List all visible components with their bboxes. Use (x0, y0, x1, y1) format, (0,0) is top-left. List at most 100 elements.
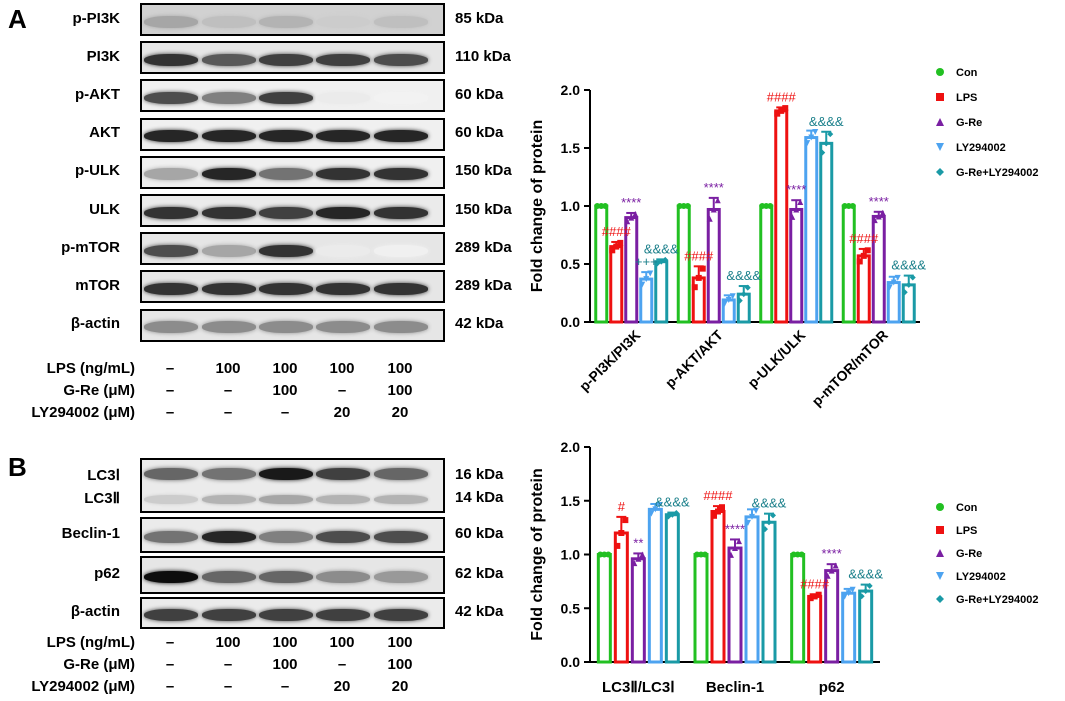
significance-label: **** (786, 182, 806, 197)
blot-image (140, 517, 445, 553)
blot-band (202, 130, 256, 143)
data-point (684, 203, 691, 209)
blot-label: LC3Ⅰ (87, 467, 120, 484)
blot-band (259, 282, 313, 295)
bar-chart-b: 0.0 0.5 1.0 1.5 2.0 Fold change of protein LC3… (529, 439, 1038, 696)
blot-band (144, 244, 198, 257)
treatment-value: 100 (215, 360, 241, 377)
blot-band (144, 571, 198, 583)
data-point (695, 274, 702, 281)
bar (744, 515, 760, 664)
significance-label: &&&& (891, 258, 926, 273)
data-point (622, 517, 629, 524)
significance-label: #### (849, 231, 879, 246)
blot-band (144, 468, 198, 480)
blot-band (374, 468, 428, 480)
x-tick-label: p-mTOR/mTOR (808, 327, 890, 409)
data-point (832, 562, 839, 569)
blot-image (140, 597, 445, 629)
significance-label: &&&& (644, 241, 679, 256)
blot-band (316, 53, 370, 66)
treatment-value: – (165, 678, 175, 695)
bar (654, 260, 669, 324)
bar (596, 553, 612, 664)
data-point (894, 274, 901, 281)
significance-label: &&&& (655, 495, 690, 510)
blot-kda: 85 kDa (455, 9, 504, 27)
treatment-value: 100 (329, 634, 355, 651)
legend-marker (936, 572, 944, 580)
bar (790, 553, 806, 664)
blot-kda: 42 kDa (455, 315, 504, 333)
blot-band (144, 130, 198, 143)
legend-marker (936, 118, 944, 126)
blot-kda: 110 kDa (455, 47, 511, 65)
legend-label: G-Re (956, 117, 982, 129)
data-point (605, 551, 612, 558)
data-point (909, 274, 916, 281)
data-point (715, 508, 721, 515)
blot-band (374, 53, 428, 66)
data-point (812, 128, 819, 135)
blot-label-2: LC3Ⅱ (84, 490, 120, 507)
bar (664, 513, 680, 664)
legend-marker (936, 526, 944, 534)
treatment-label: LPS (ng/mL) (46, 360, 135, 377)
treatment-value: 20 (391, 678, 409, 695)
blot-kda: 289 kDa (455, 276, 512, 294)
blot-band (202, 168, 256, 181)
data-point (804, 140, 811, 147)
blot-image (140, 79, 445, 113)
blot-band (259, 609, 313, 621)
treatment-label: G-Re (μM) (63, 382, 135, 399)
data-point (798, 551, 805, 558)
data-point (858, 593, 865, 600)
y-tick-label: 0.5 (561, 256, 581, 272)
blot-kda: 150 kDa (455, 200, 512, 218)
y-tick-label: 1.0 (561, 547, 581, 563)
treatment-value: – (337, 382, 347, 399)
significance-label: **** (822, 546, 842, 561)
bar (706, 207, 721, 324)
bar (759, 204, 774, 324)
data-point (725, 296, 732, 303)
data-point (628, 214, 635, 221)
data-point (732, 545, 738, 552)
data-point (632, 210, 639, 217)
data-point (860, 252, 867, 259)
data-point (639, 281, 646, 288)
data-point (728, 551, 734, 558)
legend-marker (936, 503, 944, 511)
bar (841, 591, 857, 664)
blot-kda: 60 kDa (455, 124, 504, 142)
blot-kda: 289 kDa (455, 238, 512, 256)
legend-label: G-Re+LY294002 (956, 594, 1038, 606)
blot-label: p62 (94, 565, 120, 582)
bar (858, 589, 874, 664)
treatment-value: 20 (333, 678, 351, 695)
blot-band (202, 495, 256, 504)
blot-band (202, 244, 256, 257)
treatment-value: 100 (272, 360, 298, 377)
data-point (711, 512, 717, 519)
significance-label: **** (725, 521, 745, 536)
legend-label: LY294002 (956, 142, 1006, 154)
x-tick-label: p-AKT/AKT (662, 326, 726, 390)
data-point (613, 243, 620, 250)
blot-band (374, 130, 428, 143)
data-point (617, 239, 624, 246)
blot-band (144, 321, 198, 334)
blot-band (316, 206, 370, 219)
data-point (845, 590, 852, 597)
blot-kda: 60 kDa (455, 85, 504, 103)
blot-image (140, 3, 445, 36)
data-point (643, 276, 650, 283)
blot-image (140, 155, 445, 189)
data-point (729, 293, 736, 300)
x-tick-label: LC3Ⅱ/LC3Ⅰ (602, 679, 675, 696)
treatment-label: LY294002 (μM) (31, 678, 135, 695)
data-point (652, 506, 659, 513)
data-point (766, 519, 772, 526)
y-axis-label: Fold change of protein (529, 120, 546, 292)
bar-chart-a: 0.0 0.5 1.0 1.5 2.0 Fold change of protein p-P… (529, 67, 1038, 409)
